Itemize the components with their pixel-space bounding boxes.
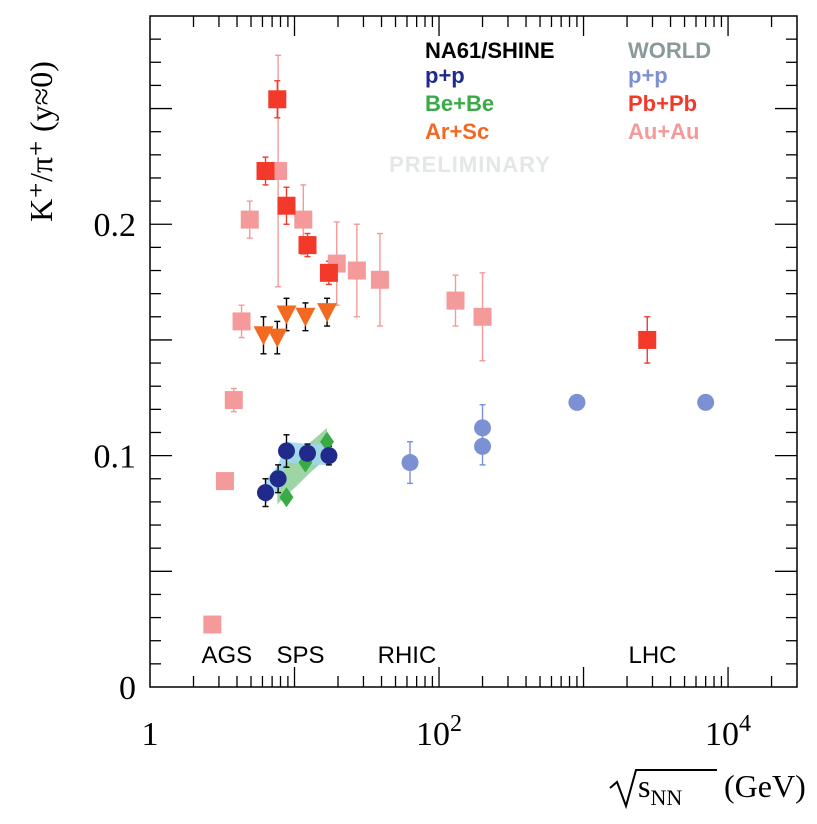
data-point: [474, 437, 492, 455]
data-point: [203, 615, 222, 634]
x-axis-label-var: sNN: [638, 768, 682, 810]
x-tick-label: 1: [142, 716, 159, 753]
region-label: LHC: [628, 642, 676, 669]
region-label: AGS: [201, 642, 252, 669]
y-tick-label: 0: [119, 670, 136, 707]
data-point: [299, 444, 317, 462]
data-point: [401, 454, 419, 472]
data-point: [277, 442, 295, 460]
data-point: [253, 326, 274, 346]
legend-entry: Ar+Sc: [425, 119, 489, 144]
y-tick-label: 0.1: [94, 439, 137, 476]
data-point: [269, 470, 287, 488]
data-point: [240, 210, 259, 229]
legend-header: WORLD: [628, 38, 711, 63]
data-point: [298, 236, 317, 255]
legend-entry: p+p: [425, 63, 465, 88]
data-point: [370, 270, 389, 289]
data-point: [473, 307, 492, 326]
region-label: SPS: [276, 642, 324, 669]
data-point: [320, 447, 338, 465]
x-axis-label: sNN (GeV): [609, 768, 806, 810]
data-point: [638, 330, 657, 349]
region-label: RHIC: [378, 642, 437, 669]
data-point: [268, 90, 287, 109]
data-point: [215, 472, 234, 491]
data-point: [232, 312, 251, 331]
x-axis-label-unit: (GeV): [724, 768, 806, 804]
data-point: [267, 328, 288, 348]
data-point: [568, 393, 586, 411]
plot-frame: [149, 15, 798, 688]
sqrt-sign: [609, 769, 717, 810]
data-point: [320, 431, 335, 452]
legend-entry: p+p: [628, 63, 668, 88]
x-tick-label: 102: [416, 711, 462, 753]
y-axis-label: K⁺/π⁺ (y≈0): [23, 61, 59, 222]
data-point: [277, 196, 296, 215]
data-point: [697, 393, 715, 411]
data-point: [224, 391, 243, 410]
y-tick-label: 0.2: [94, 207, 137, 244]
data-point: [317, 303, 338, 323]
data-point: [256, 162, 275, 181]
data-point: [294, 210, 313, 229]
legend-entry: Pb+Pb: [628, 91, 697, 116]
data-point: [319, 263, 338, 282]
data-point: [347, 261, 366, 280]
watermark: PRELIMINARY: [389, 152, 551, 177]
legend-header: NA61/SHINE: [425, 38, 555, 63]
data-point: [474, 419, 492, 437]
data-point: [276, 305, 297, 325]
x-tick-label: 104: [705, 711, 751, 753]
data-point: [446, 291, 465, 310]
data-point: [257, 484, 275, 502]
data-point: [295, 307, 316, 327]
data-point: [279, 487, 294, 508]
legend-entry: Be+Be: [425, 91, 494, 116]
legend-entry: Au+Au: [628, 119, 700, 144]
